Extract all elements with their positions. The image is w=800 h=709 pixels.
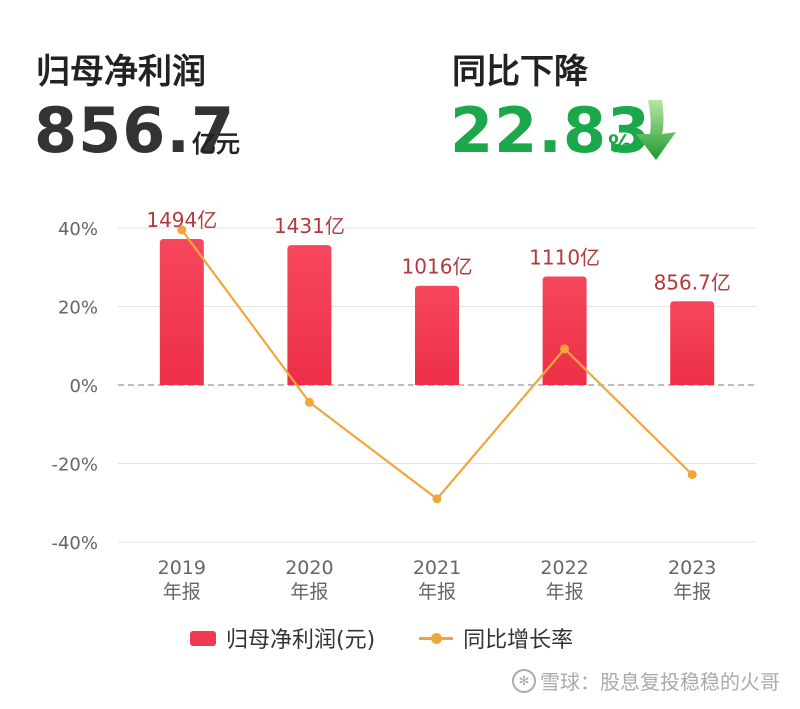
x-tick-label: 年报 <box>290 581 328 603</box>
net-profit-label: 归母净利润 <box>36 52 206 92</box>
bar-value-label: 856.7亿 <box>654 270 731 294</box>
x-tick-label: 2020 <box>285 557 333 579</box>
profit-bar <box>542 276 587 385</box>
watermark: ✻ 雪球：股息复投稳稳的火哥 <box>512 666 780 695</box>
y-tick-label: 40% <box>58 219 98 240</box>
growth-rate-point <box>560 344 570 354</box>
x-tick-label: 2022 <box>540 557 588 579</box>
growth-rate-point <box>687 470 697 480</box>
x-tick-label: 年报 <box>546 581 584 603</box>
bar-value-label: 1431亿 <box>274 214 345 238</box>
y-tick-label: 0% <box>69 376 98 397</box>
growth-rate-point <box>432 494 442 504</box>
y-tick-label: -40% <box>51 533 98 554</box>
x-tick-label: 2019 <box>158 557 206 579</box>
legend-item-profit: 归母净利润(元) <box>190 622 375 654</box>
legend-label-profit: 归母净利润(元) <box>226 628 376 653</box>
legend-line-swatch <box>419 632 454 644</box>
x-tick-label: 年报 <box>673 581 711 603</box>
profit-bar <box>415 285 459 385</box>
x-tick-label: 年报 <box>163 581 201 603</box>
y-tick-label: 20% <box>58 298 98 319</box>
net-profit-unit: 亿元 <box>192 130 240 158</box>
legend-item-growth: 同比增长率 <box>419 622 573 654</box>
watermark-text: 雪球：股息复投稳稳的火哥 <box>540 670 780 694</box>
profit-bar <box>287 245 332 385</box>
down-arrow-icon <box>636 100 676 160</box>
bar-value-label: 1110亿 <box>529 246 600 270</box>
legend-bar-swatch <box>190 630 216 646</box>
y-tick-label: -20% <box>51 455 98 476</box>
profit-bar <box>159 239 204 385</box>
snowball-logo-icon: ✻ <box>512 668 536 693</box>
net-profit-value: 856.7 <box>34 94 236 167</box>
bar-value-label: 1016亿 <box>402 255 473 279</box>
chart-legend: 归母净利润(元) 同比增长率 <box>190 622 573 654</box>
yoy-unit: % <box>608 130 633 158</box>
growth-rate-point <box>177 225 187 235</box>
growth-rate-point <box>304 397 314 407</box>
x-tick-label: 2023 <box>668 557 716 579</box>
x-tick-label: 2021 <box>413 557 461 579</box>
yoy-label: 同比下降 <box>452 52 588 92</box>
yoy-value: 22.83 <box>450 94 652 167</box>
x-tick-label: 年报 <box>418 581 456 603</box>
legend-label-growth: 同比增长率 <box>463 628 574 653</box>
profit-bar <box>670 301 715 385</box>
